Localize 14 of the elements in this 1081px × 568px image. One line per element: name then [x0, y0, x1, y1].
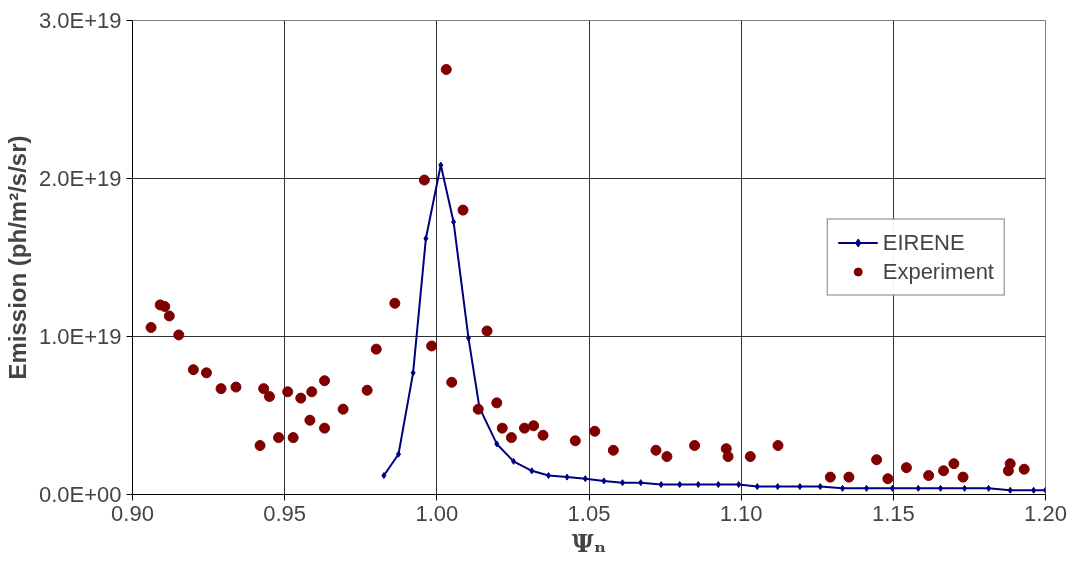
x-axis-title: Ψₙ [571, 528, 607, 558]
legend-label: Experiment [882, 258, 994, 285]
y-tick-label: 3.0E+19 [38, 8, 122, 33]
y-tick-label: 2.0E+19 [38, 166, 122, 191]
x-tick-label: 0.95 [263, 500, 307, 526]
x-tick-label: 1.15 [871, 500, 915, 526]
legend-label: EIRENE [882, 229, 965, 256]
y-tick-label: 0.0E+00 [38, 482, 122, 507]
x-tick-label: 1.05 [567, 500, 611, 526]
x-tick-label: 1.20 [1024, 500, 1067, 526]
x-tick-label: 1.00 [415, 500, 459, 526]
y-axis-title: Emission (ph/m²/s/sr) [3, 135, 31, 380]
x-tick-label: 1.10 [719, 500, 763, 526]
y-tick-label: 1.0E+19 [38, 324, 122, 349]
